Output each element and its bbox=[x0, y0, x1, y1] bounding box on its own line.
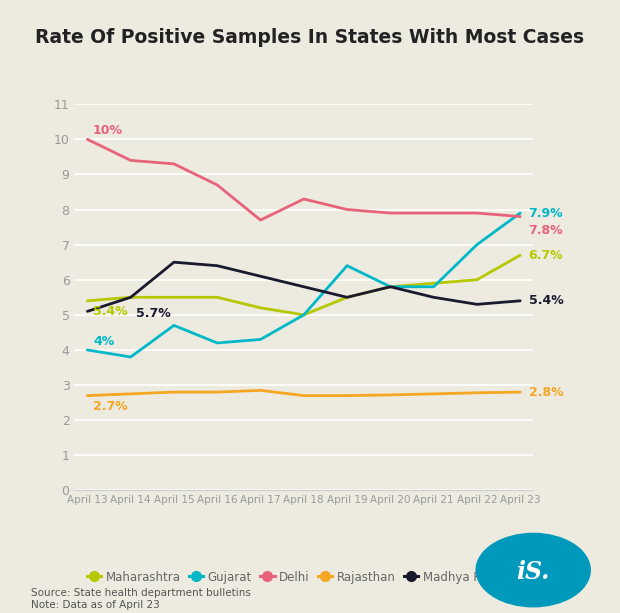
Text: Rate Of Positive Samples In States With Most Cases: Rate Of Positive Samples In States With … bbox=[35, 28, 585, 47]
Text: 10%: 10% bbox=[93, 124, 123, 137]
Legend: Maharashtra, Gujarat, Delhi, Rajasthan, Madhya Pradesh: Maharashtra, Gujarat, Delhi, Rajasthan, … bbox=[82, 566, 526, 588]
Text: 4%: 4% bbox=[93, 335, 114, 348]
Text: 6.7%: 6.7% bbox=[528, 249, 563, 262]
Text: Source: State health department bulletins
Note: Data as of April 23: Source: State health department bulletin… bbox=[31, 588, 251, 610]
Text: 2.7%: 2.7% bbox=[93, 400, 128, 413]
Text: 7.8%: 7.8% bbox=[528, 224, 563, 237]
Text: 7.9%: 7.9% bbox=[528, 207, 563, 219]
Circle shape bbox=[476, 533, 590, 607]
Text: 2.8%: 2.8% bbox=[528, 386, 563, 398]
Text: iS.: iS. bbox=[516, 560, 550, 584]
Text: 5.4%: 5.4% bbox=[528, 294, 564, 307]
Text: 5.4%: 5.4% bbox=[93, 305, 128, 318]
Text: 5.7%: 5.7% bbox=[136, 308, 171, 321]
